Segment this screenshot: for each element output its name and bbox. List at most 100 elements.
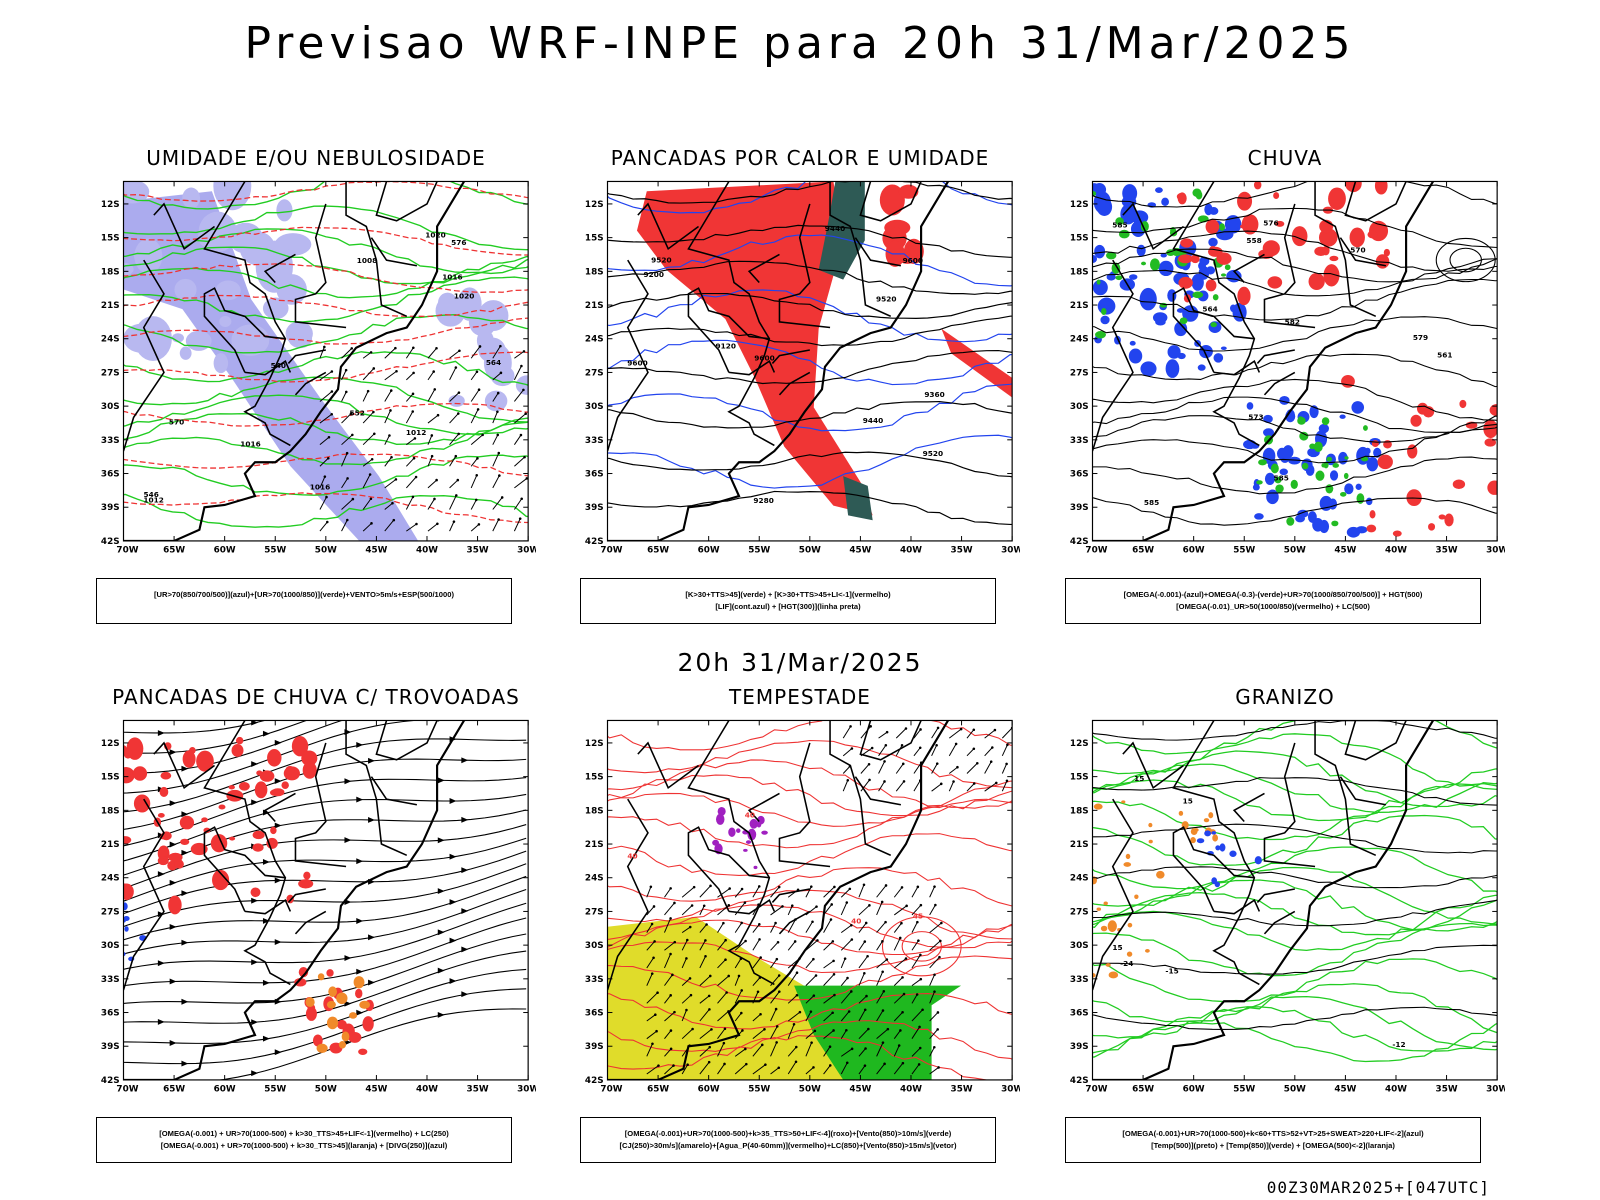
contour-label: 582 <box>1285 317 1300 326</box>
wind-vector <box>449 479 459 489</box>
wind-vector-head <box>725 991 728 994</box>
wind-vector-head <box>673 1010 676 1014</box>
wind-vector-head <box>880 900 884 904</box>
state-border <box>1122 202 1185 251</box>
omega-orange-center-cell <box>1190 837 1196 844</box>
rain-red-cell <box>1237 286 1251 306</box>
wind-vector-head <box>368 473 372 476</box>
wind-vector <box>752 1044 763 1057</box>
legend-line: [OMEGA(-0.001)+UR>70(1000-500)+k<60+TTS>… <box>1122 1129 1424 1138</box>
contour-labels: 15 15 -15 -12 -24 15 <box>1112 774 1405 1049</box>
wind-vector <box>1001 744 1008 757</box>
omega-blue-south-cell <box>1366 456 1379 472</box>
state-border <box>1122 741 1185 790</box>
thunder-red-cell <box>123 836 132 844</box>
wind-vector-head <box>936 1028 939 1031</box>
wind-vector-head <box>795 971 799 974</box>
hgt500-contours-line <box>1092 456 1498 495</box>
severe-purple-cell <box>749 818 758 829</box>
state-border <box>123 798 165 991</box>
omega-orange-cell <box>1100 925 1108 932</box>
wind-vector <box>341 519 348 532</box>
wind-vector-head <box>850 938 854 941</box>
omega-orange-cell <box>1103 901 1108 906</box>
thunder-orange-cell <box>316 1043 328 1053</box>
streamline-arrow <box>368 934 375 941</box>
panel-umidade: UMIDADE E/OU NEBULOSIDADE [UR>70(850/700… <box>96 146 536 646</box>
wind-vector <box>752 1028 765 1040</box>
hgt300-black-line <box>607 224 1013 258</box>
thunder-red-south-cell <box>312 1034 323 1047</box>
thunder-red-cell <box>174 859 184 869</box>
contour-labels: 1012 1012 1016 1016 1020 1020 1008 1016 570 576 56… <box>143 230 501 504</box>
wind-vector <box>770 1042 778 1057</box>
omega-orange-cell <box>1108 971 1119 979</box>
wind-vector-head <box>411 410 415 413</box>
streamline-arrow <box>251 799 259 806</box>
temp850-green-line <box>1092 879 1498 932</box>
panel-legend: [OMEGA(-0.001)-(azul)+OMEGA(-0.3)-(verde… <box>1065 578 1481 624</box>
contour-labels: 40 40 45 40 <box>627 811 923 926</box>
coastline-borders <box>123 720 466 1080</box>
streamline-arrow <box>169 978 177 985</box>
omega-blue-south-cell <box>1263 414 1273 424</box>
wind-vector <box>362 474 371 489</box>
wind-vector <box>787 972 798 986</box>
contour-label: 1020 <box>454 291 474 300</box>
wind-vector-head <box>672 1064 675 1067</box>
coastline <box>607 181 950 541</box>
wind-vector <box>492 452 500 467</box>
hgt300-black-line <box>607 315 1013 347</box>
thunder-red-cell <box>252 843 264 852</box>
light-humidity-cell <box>231 324 270 356</box>
wind-vector-head <box>812 957 815 961</box>
wind-vector-head <box>435 347 438 350</box>
thickness-red-contours-line <box>123 317 529 345</box>
rain-red-sea-cell <box>1369 510 1376 519</box>
contour-label: 576 <box>1263 218 1278 227</box>
omega-green-south-cell <box>1340 491 1347 497</box>
lc850-ring <box>881 916 962 977</box>
wind-vector <box>840 958 846 969</box>
wind-vector <box>646 1043 653 1057</box>
wind-vector-head <box>900 743 904 747</box>
wind-vector <box>664 1011 675 1022</box>
contour-label: 1016 <box>240 440 260 449</box>
thunder-red-cell <box>132 766 148 781</box>
streamline-arrow <box>157 1018 165 1025</box>
wind-vector-head <box>933 990 936 993</box>
wind-vector <box>646 886 652 898</box>
wind-vector <box>717 922 724 933</box>
omega-blue-south-cell <box>1276 447 1288 460</box>
thunder-red-cell <box>157 813 165 818</box>
state-border <box>244 899 292 915</box>
wind-vector <box>341 413 352 424</box>
streamline-arrow <box>169 841 177 848</box>
wind-vector <box>911 886 919 898</box>
wind-vector <box>893 922 902 933</box>
temp500-black-line <box>1092 899 1498 927</box>
state-border <box>1314 181 1377 318</box>
lat-label: 15S <box>101 773 120 783</box>
rain-red-sea-cell <box>1428 523 1436 531</box>
omega-blue-south-cell <box>1312 518 1324 532</box>
wind-vector <box>893 958 907 969</box>
wind-vector-head <box>722 921 725 925</box>
wind-vector <box>984 720 986 721</box>
lon-label: 60W <box>698 1085 720 1095</box>
wind-vector-head <box>935 762 939 765</box>
wind-vector-head <box>940 921 943 925</box>
wind-vector-head <box>976 761 979 765</box>
wind-vector-head <box>457 432 460 436</box>
thunder-red-cell <box>256 770 263 776</box>
wind-vector <box>664 1030 672 1039</box>
lon-label: 50W <box>1284 546 1306 556</box>
wind-vector <box>470 523 480 532</box>
wind-vector-head <box>436 522 439 526</box>
omega-orange-cell <box>1127 922 1133 928</box>
omega-orange-cell <box>1092 972 1096 978</box>
wind-vector <box>913 720 915 721</box>
map-frame <box>1091 180 1498 542</box>
omega-blue-cell <box>1167 345 1181 359</box>
